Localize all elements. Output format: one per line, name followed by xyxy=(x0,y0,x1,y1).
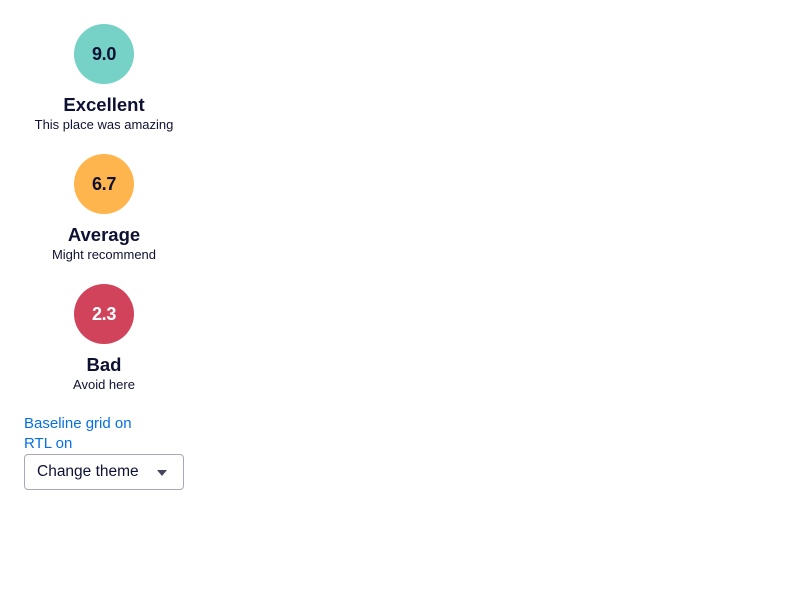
rating-subtitle: Might recommend xyxy=(51,247,157,262)
rating-title: Average xyxy=(67,224,141,245)
theme-select-value: Change theme xyxy=(37,463,139,480)
rating-excellent: 9.0 Excellent This place was amazing xyxy=(24,24,184,154)
rating-title: Excellent xyxy=(63,94,145,115)
rating-average: 6.7 Average Might recommend xyxy=(24,154,184,284)
baseline-grid-toggle[interactable]: Baseline grid on xyxy=(24,415,132,432)
rating-title: Bad xyxy=(86,354,122,375)
ratings-list: 9.0 Excellent This place was amazing 6.7… xyxy=(24,24,184,414)
rating-subtitle: Avoid here xyxy=(73,377,135,392)
rating-score-badge: 9.0 xyxy=(74,24,134,84)
rtl-toggle[interactable]: RTL on xyxy=(24,435,73,452)
theme-select[interactable]: Change theme xyxy=(24,454,184,490)
controls: Baseline grid on RTL on Change theme xyxy=(24,414,184,490)
chevron-down-icon xyxy=(157,470,167,476)
rating-bad: 2.3 Bad Avoid here xyxy=(24,284,184,414)
rating-score-badge: 6.7 xyxy=(74,154,134,214)
rating-score-badge: 2.3 xyxy=(74,284,134,344)
rating-subtitle: This place was amazing xyxy=(34,117,174,132)
